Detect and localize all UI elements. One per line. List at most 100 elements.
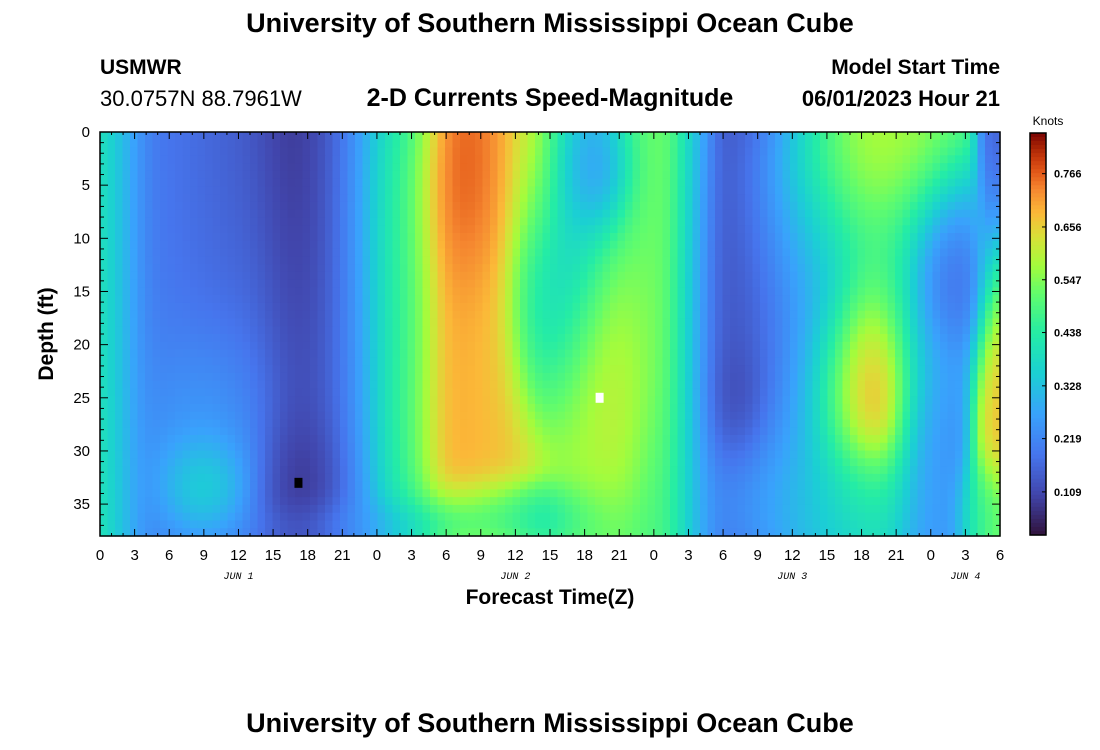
- heatmap-cell: [887, 170, 896, 180]
- heatmap-cell: [460, 349, 469, 358]
- heatmap-cell: [220, 380, 229, 389]
- heatmap-cell: [505, 450, 514, 459]
- heatmap-cell: [107, 240, 116, 250]
- heatmap-cell: [220, 194, 229, 203]
- heatmap-cell: [895, 279, 904, 288]
- heatmap-cell: [745, 334, 754, 343]
- heatmap-cell: [872, 380, 881, 389]
- heatmap-cell: [302, 302, 311, 312]
- heatmap-cell: [580, 264, 589, 273]
- heatmap-cell: [325, 302, 334, 312]
- heatmap-cell: [467, 349, 476, 358]
- heatmap-cell: [242, 334, 251, 343]
- heatmap-cell: [700, 225, 709, 234]
- heatmap-cell: [400, 264, 409, 273]
- heatmap-cell: [115, 295, 124, 304]
- heatmap-cell: [115, 442, 124, 452]
- heatmap-cell: [497, 388, 506, 397]
- heatmap-cell: [310, 334, 319, 343]
- heatmap-cell: [722, 147, 731, 156]
- heatmap-cell: [557, 302, 566, 312]
- heatmap-cell: [137, 442, 146, 452]
- heatmap-cell: [580, 380, 589, 389]
- heatmap-cell: [835, 186, 844, 195]
- heatmap-cell: [175, 155, 184, 164]
- heatmap-cell: [955, 147, 964, 156]
- heatmap-cell: [362, 334, 371, 343]
- heatmap-cell: [227, 287, 236, 296]
- heatmap-cell: [835, 248, 844, 257]
- heatmap-cell: [977, 403, 986, 413]
- heatmap-cell: [790, 318, 799, 327]
- heatmap-cell: [805, 326, 814, 335]
- heatmap-cell: [565, 349, 574, 358]
- heatmap-cell: [145, 310, 154, 320]
- heatmap-cell: [152, 326, 161, 335]
- heatmap-cell: [355, 310, 364, 320]
- heatmap-cell: [272, 271, 281, 281]
- heatmap-cell: [295, 341, 304, 351]
- heatmap-cell: [902, 194, 911, 203]
- heatmap-cell: [812, 233, 821, 242]
- heatmap-cell: [775, 372, 784, 382]
- heatmap-cell: [422, 411, 431, 421]
- heatmap-cell: [797, 334, 806, 343]
- heatmap-cell: [460, 318, 469, 327]
- heatmap-cell: [370, 357, 379, 366]
- heatmap-cell: [325, 295, 334, 304]
- heatmap-cell: [512, 225, 521, 234]
- heatmap-cell: [550, 442, 559, 452]
- heatmap-cell: [452, 334, 461, 343]
- heatmap-cell: [797, 357, 806, 366]
- heatmap-cell: [692, 341, 701, 351]
- heatmap-cell: [760, 302, 769, 312]
- heatmap-cell: [100, 403, 109, 413]
- heatmap-cell: [700, 233, 709, 242]
- heatmap-cell: [212, 217, 221, 226]
- heatmap-cell: [205, 326, 214, 335]
- heatmap-cell: [715, 178, 724, 187]
- heatmap-cell: [482, 295, 491, 304]
- heatmap-cell: [977, 372, 986, 382]
- heatmap-cell: [115, 396, 124, 405]
- heatmap-cell: [362, 233, 371, 242]
- heatmap-cell: [872, 310, 881, 320]
- heatmap-cell: [467, 334, 476, 343]
- heatmap-cell: [250, 334, 259, 343]
- heatmap-cell: [865, 396, 874, 405]
- heatmap-cell: [977, 318, 986, 327]
- heatmap-cell: [445, 170, 454, 180]
- heatmap-cell: [175, 233, 184, 242]
- heatmap-cell: [737, 411, 746, 421]
- heatmap-cell: [925, 287, 934, 296]
- heatmap-cell: [782, 302, 791, 312]
- heatmap-cell: [917, 264, 926, 273]
- heatmap-cell: [640, 233, 649, 242]
- heatmap-cell: [805, 279, 814, 288]
- heatmap-cell: [670, 132, 679, 141]
- heatmap-cell: [467, 380, 476, 389]
- heatmap-cell: [887, 139, 896, 149]
- heatmap-cell: [790, 186, 799, 195]
- heatmap-cell: [467, 287, 476, 296]
- heatmap-cell: [985, 365, 994, 374]
- heatmap-cell: [595, 310, 604, 320]
- heatmap-cell: [767, 357, 776, 366]
- heatmap-cell: [812, 396, 821, 405]
- heatmap-cell: [760, 271, 769, 281]
- heatmap-cell: [370, 365, 379, 374]
- heatmap-cell: [962, 233, 971, 242]
- heatmap-cell: [790, 326, 799, 335]
- heatmap-cell: [100, 264, 109, 273]
- heatmap-cell: [167, 201, 176, 211]
- heatmap-cell: [925, 341, 934, 351]
- heatmap-cell: [437, 396, 446, 405]
- heatmap-cell: [287, 248, 296, 257]
- heatmap-cell: [572, 139, 581, 149]
- heatmap-cell: [355, 365, 364, 374]
- heatmap-cell: [280, 341, 289, 351]
- heatmap-cell: [295, 334, 304, 343]
- heatmap-cell: [520, 357, 529, 366]
- heatmap-cell: [970, 233, 979, 242]
- heatmap-cell: [407, 163, 416, 172]
